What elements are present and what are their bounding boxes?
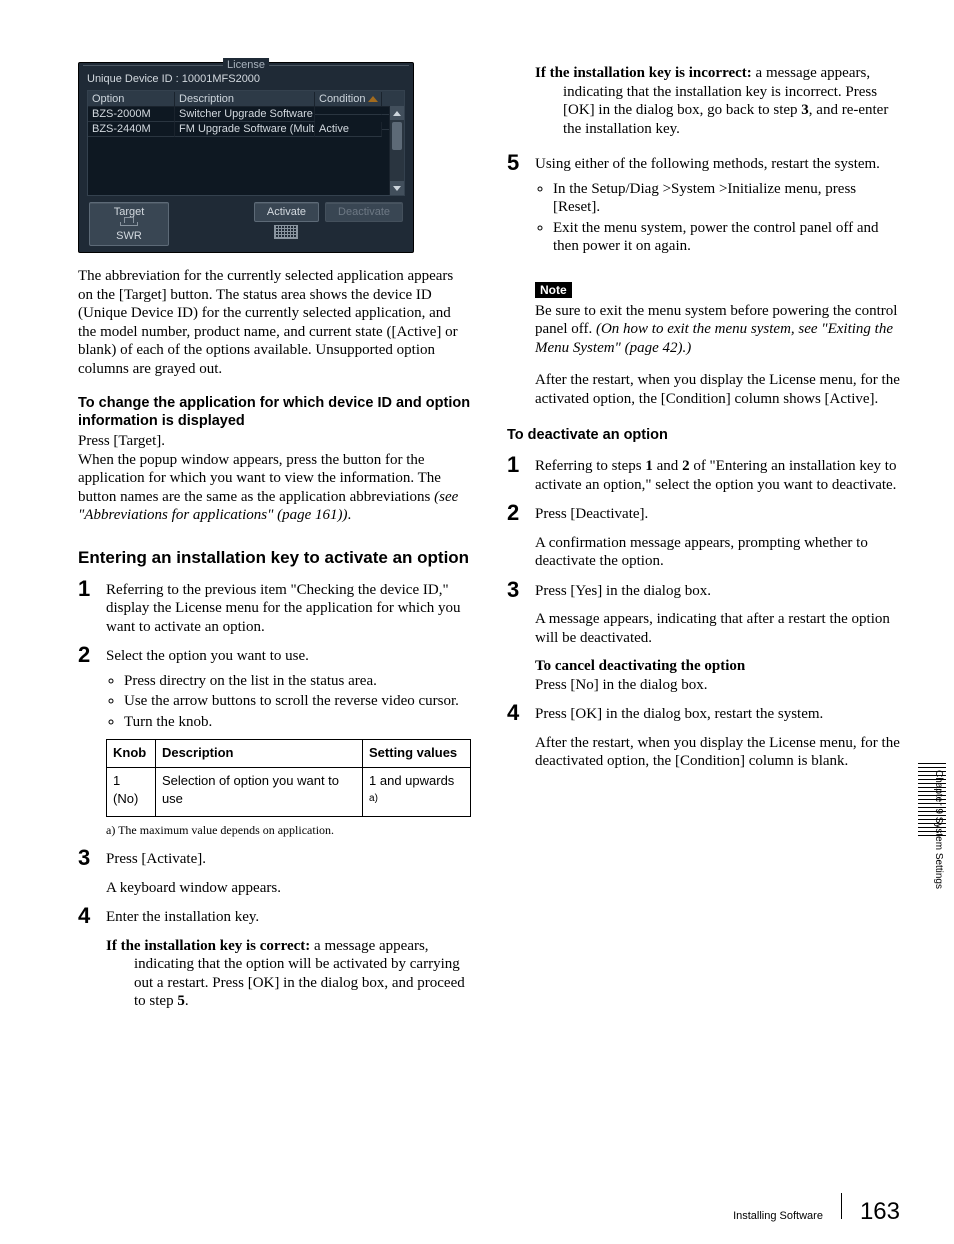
col-condition[interactable]: Condition xyxy=(315,92,382,106)
license-legend: License xyxy=(223,58,269,72)
bullet: Turn the knob. xyxy=(124,713,471,732)
heading-entering-key: Entering an installation key to activate… xyxy=(78,547,471,568)
paragraph: After the restart, when you display the … xyxy=(535,371,900,408)
note-badge: Note xyxy=(535,282,572,298)
cell-option: BZS-2000M xyxy=(88,107,175,122)
license-panel: License Unique Device ID : 10001MFS2000 … xyxy=(78,62,414,253)
activate-button[interactable]: Activate xyxy=(254,202,319,222)
cell-option: BZS-2440M xyxy=(88,122,175,137)
sort-up-icon xyxy=(368,96,378,102)
cell-condition: Active xyxy=(315,122,382,137)
knob-table: Knob Description Setting values 1 (No) S… xyxy=(106,739,471,817)
note-body: Be sure to exit the menu system before p… xyxy=(535,302,900,358)
paragraph: The abbreviation for the currently selec… xyxy=(78,267,471,378)
step-5: 5 Using either of the following methods,… xyxy=(507,152,900,262)
scroll-down-icon[interactable] xyxy=(390,181,404,195)
bullet: Use the arrow buttons to scroll the reve… xyxy=(124,692,471,711)
heading-deactivate: To deactivate an option xyxy=(507,426,900,444)
step-d4: 4 Press [OK] in the dialog box, restart … xyxy=(507,702,900,771)
page-footer: Installing Software 163 xyxy=(733,1193,900,1226)
cell-description: Switcher Upgrade Software (Multi) xyxy=(175,107,315,122)
device-icon xyxy=(120,222,138,226)
heading-change-app: To change the application for which devi… xyxy=(78,394,471,430)
license-table-header: Option Description Condition xyxy=(88,91,404,107)
cell-condition xyxy=(315,114,382,115)
step-3: 3 Press [Activate]. A keyboard window ap… xyxy=(78,847,471,897)
paragraph: Press [Target]. xyxy=(78,432,471,451)
step-1: 1 Referring to the previous item "Checki… xyxy=(78,578,471,637)
license-table: Option Description Condition BZS-2000M S… xyxy=(87,90,405,196)
col-description[interactable]: Description xyxy=(175,92,315,106)
scroll-up-icon[interactable] xyxy=(390,106,404,120)
col-option[interactable]: Option xyxy=(88,92,175,106)
footer-section: Installing Software xyxy=(733,1210,823,1222)
bullet: In the Setup/Diag >System >Initialize me… xyxy=(553,180,900,217)
footnote: a) The maximum value depends on applicat… xyxy=(106,821,471,840)
target-button[interactable]: Target SWR xyxy=(89,202,169,246)
side-chapter-label: Chapter 9 System Settings xyxy=(933,770,944,889)
paragraph: When the popup window appears, press the… xyxy=(78,451,471,525)
scroll-thumb[interactable] xyxy=(392,122,402,150)
step-d3: 3 Press [Yes] in the dialog box. A messa… xyxy=(507,579,900,695)
deactivate-button[interactable]: Deactivate xyxy=(325,202,403,222)
bullet: Press directry on the list in the status… xyxy=(124,672,471,691)
step-d1: 1 Referring to steps 1 and 2 of "Enterin… xyxy=(507,454,900,494)
table-row[interactable]: BZS-2440M FM Upgrade Software (Multi) Ac… xyxy=(88,122,404,137)
step-d2: 2 Press [Deactivate]. A confirmation mes… xyxy=(507,502,900,571)
table-row[interactable]: BZS-2000M Switcher Upgrade Software (Mul… xyxy=(88,107,404,122)
paragraph: If the installation key is incorrect: a … xyxy=(535,64,900,138)
keyboard-icon xyxy=(274,225,298,239)
step-2: 2 Select the option you want to use. Pre… xyxy=(78,644,471,839)
scrollbar[interactable] xyxy=(389,106,404,195)
step-4: 4 Enter the installation key. If the ins… xyxy=(78,905,471,1011)
page-number: 163 xyxy=(860,1198,900,1226)
bullet: Exit the menu system, power the control … xyxy=(553,219,900,256)
cell-description: FM Upgrade Software (Multi) xyxy=(175,122,315,137)
